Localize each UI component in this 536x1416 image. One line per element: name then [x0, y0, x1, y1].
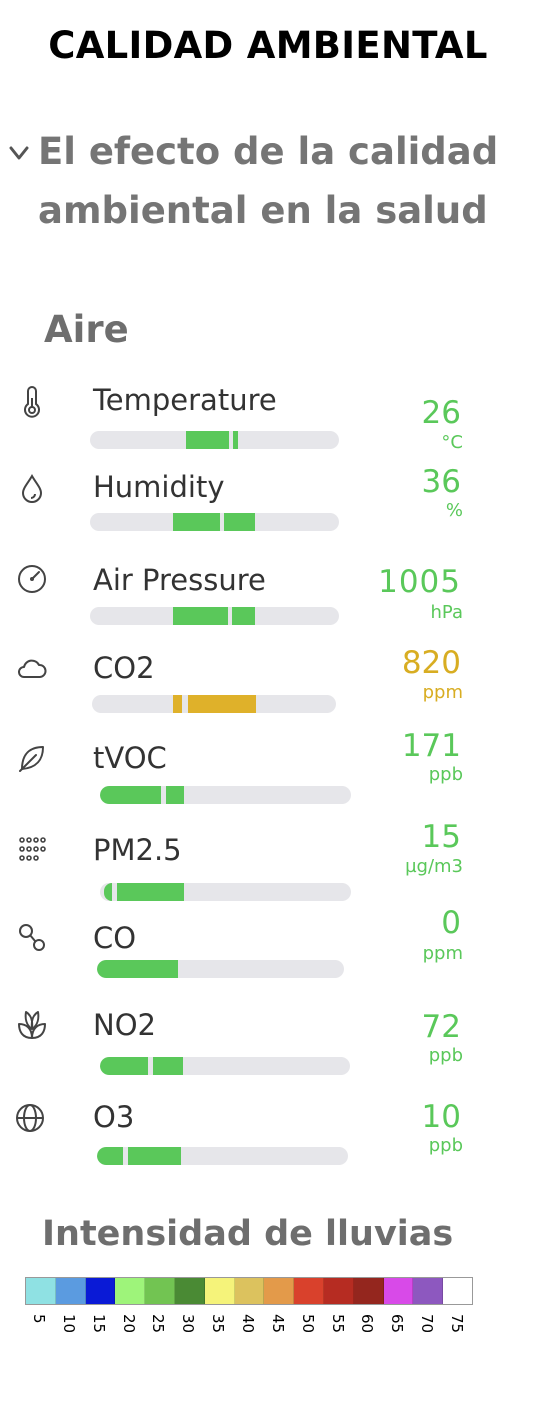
rain-scale-tick-label: 40 [239, 1314, 257, 1334]
sensor-level-bar [90, 431, 339, 449]
sensor-level-bar [100, 883, 351, 901]
droplet-icon [21, 473, 43, 503]
gauge-icon [18, 565, 46, 593]
section-subtitle[interactable]: El efecto de la calidad ambiental en la … [38, 130, 499, 232]
rain-scale-tick-label: 65 [388, 1314, 407, 1334]
rain-scale-swatch [323, 1278, 354, 1304]
sensor-unit: ppm [422, 943, 463, 964]
sensor-value: 26 [421, 395, 461, 431]
thermometer-icon [24, 386, 40, 418]
rain-scale-swatch [145, 1278, 175, 1304]
rain-scale-tick-label: 5 [29, 1314, 48, 1324]
sensor-unit: % [445, 500, 463, 521]
sensor-unit: ppm [422, 682, 463, 703]
air-section-title: Aire [44, 308, 129, 351]
rain-section-title: Intensidad de lluvias [42, 1214, 454, 1254]
sensor-level-bar [100, 786, 351, 804]
sensor-value: 10 [421, 1099, 461, 1135]
sensor-label: NO2 [93, 1008, 156, 1042]
globe-icon [16, 1104, 44, 1132]
sensor-label: PM2.5 [93, 833, 182, 867]
sensor-value: 171 [401, 728, 461, 764]
rain-scale-tick-label: 35 [209, 1314, 228, 1334]
particles-icon [19, 837, 46, 861]
sensor-value: 820 [401, 645, 461, 681]
sensor-unit: ppb [428, 1045, 463, 1066]
rain-scale-swatch [264, 1278, 295, 1304]
rain-scale-tick-label: 55 [328, 1314, 347, 1334]
sensor-level-bar [97, 1147, 348, 1165]
sensor-value: 1005 [378, 564, 461, 600]
chevron-down-icon[interactable] [8, 142, 30, 164]
rain-scale-swatch [204, 1278, 235, 1304]
rain-color-scale [25, 1277, 473, 1305]
sensor-unit: hPa [430, 602, 463, 623]
sensor-level-bar [100, 1057, 350, 1075]
sensor-label: CO [93, 921, 137, 955]
sensor-value: 36 [421, 464, 461, 500]
molecule-icon [19, 924, 45, 951]
sensor-label: CO2 [93, 651, 155, 685]
sensor-label: tVOC [93, 741, 167, 775]
rain-scale-swatch [234, 1278, 265, 1304]
rain-scale-swatch [55, 1278, 86, 1304]
sensor-level-bar [97, 960, 344, 978]
sensor-value: 72 [421, 1009, 461, 1045]
rain-scale-tick-label: 10 [59, 1314, 78, 1334]
rain-scale-tick-label: 50 [298, 1314, 317, 1334]
sensor-unit: °C [441, 432, 463, 453]
rain-scale-tick-label: 25 [149, 1314, 168, 1334]
sensor-label: Temperature [93, 383, 277, 417]
sensor-level-bar [90, 607, 339, 625]
sensor-label: Air Pressure [93, 563, 266, 597]
cloud-icon [18, 659, 47, 678]
plant-icon [18, 1011, 46, 1039]
sensor-unit: ppb [428, 764, 463, 785]
rain-scale-swatch [115, 1278, 146, 1304]
rain-scale-swatch [413, 1278, 444, 1304]
rain-scale-tick-label: 15 [89, 1314, 108, 1334]
rain-scale-swatch [383, 1278, 414, 1304]
sensor-unit: µg/m3 [405, 856, 463, 877]
sensor-level-bar [90, 513, 339, 531]
rain-scale-tick-label: 20 [119, 1314, 138, 1334]
rain-scale-swatch [26, 1278, 56, 1304]
rain-scale-tick-label: 45 [268, 1314, 287, 1334]
rain-scale-swatch [443, 1278, 472, 1304]
sensor-value: 0 [441, 905, 461, 941]
rain-scale-swatch [294, 1278, 324, 1304]
rain-scale-swatch [85, 1278, 116, 1304]
page-title: CALIDAD AMBIENTAL [48, 24, 488, 67]
rain-scale-tick-label: 60 [358, 1314, 377, 1334]
sensor-label: O3 [93, 1100, 135, 1134]
sensor-label: Humidity [93, 470, 225, 504]
leaf-icon [19, 746, 44, 772]
rain-scale-swatch [353, 1278, 384, 1304]
rain-scale-tick-label: 30 [179, 1314, 198, 1334]
sensor-level-bar [92, 695, 336, 713]
rain-scale-tick-label: 70 [418, 1314, 437, 1334]
sensor-unit: ppb [428, 1135, 463, 1156]
rain-scale-tick-label: 75 [448, 1314, 467, 1334]
rain-scale-swatch [174, 1278, 205, 1304]
sensor-value: 15 [421, 819, 461, 855]
